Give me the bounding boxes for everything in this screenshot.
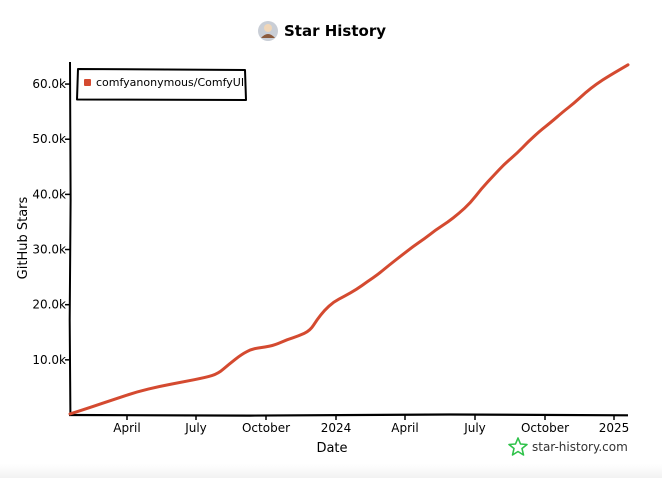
x-tick-label: 2024: [321, 421, 352, 435]
x-tick-label: April: [113, 421, 140, 435]
avatar-icon: [258, 21, 278, 41]
legend-box: [76, 68, 247, 101]
y-tick-label: 50.0k: [32, 132, 66, 146]
series-layer: [68, 63, 630, 416]
y-tick-label: 30.0k: [32, 243, 66, 257]
y-axis-line: [68, 61, 72, 416]
chart-header: Star History: [258, 21, 386, 41]
y-axis-ticks: 10.0k 20.0k 30.0k 40.0k 50.0k 60.0k: [32, 77, 70, 367]
x-axis-label: Date: [316, 441, 347, 456]
bottom-shade: [0, 464, 662, 478]
legend-swatch: [84, 79, 91, 86]
axes: [68, 61, 629, 417]
x-tick-label: July: [184, 421, 207, 435]
legend-label: comfyanonymous/ComfyUI: [96, 76, 244, 89]
x-tick-label: July: [463, 421, 486, 435]
x-tick-label: October: [242, 421, 290, 435]
x-axis-line: [68, 413, 629, 417]
y-tick-label: 60.0k: [32, 77, 66, 91]
x-tick-label: 2025: [599, 421, 630, 435]
branding: star-history.com: [508, 437, 628, 456]
chart-title: Star History: [284, 22, 386, 40]
star-icon: [508, 437, 528, 456]
y-tick-label: 40.0k: [32, 187, 66, 201]
y-tick-label: 10.0k: [32, 353, 66, 367]
x-tick-label: October: [521, 421, 569, 435]
series-line: [68, 63, 630, 416]
branding-text: star-history.com: [532, 440, 628, 454]
x-axis-ticks: April July October 2024 April July October 2025: [113, 415, 629, 435]
y-tick-label: 20.0k: [32, 298, 66, 312]
y-axis-label: GitHub Stars: [16, 196, 31, 279]
legend: comfyanonymous/ComfyUI: [76, 68, 247, 101]
x-tick-label: April: [391, 421, 418, 435]
